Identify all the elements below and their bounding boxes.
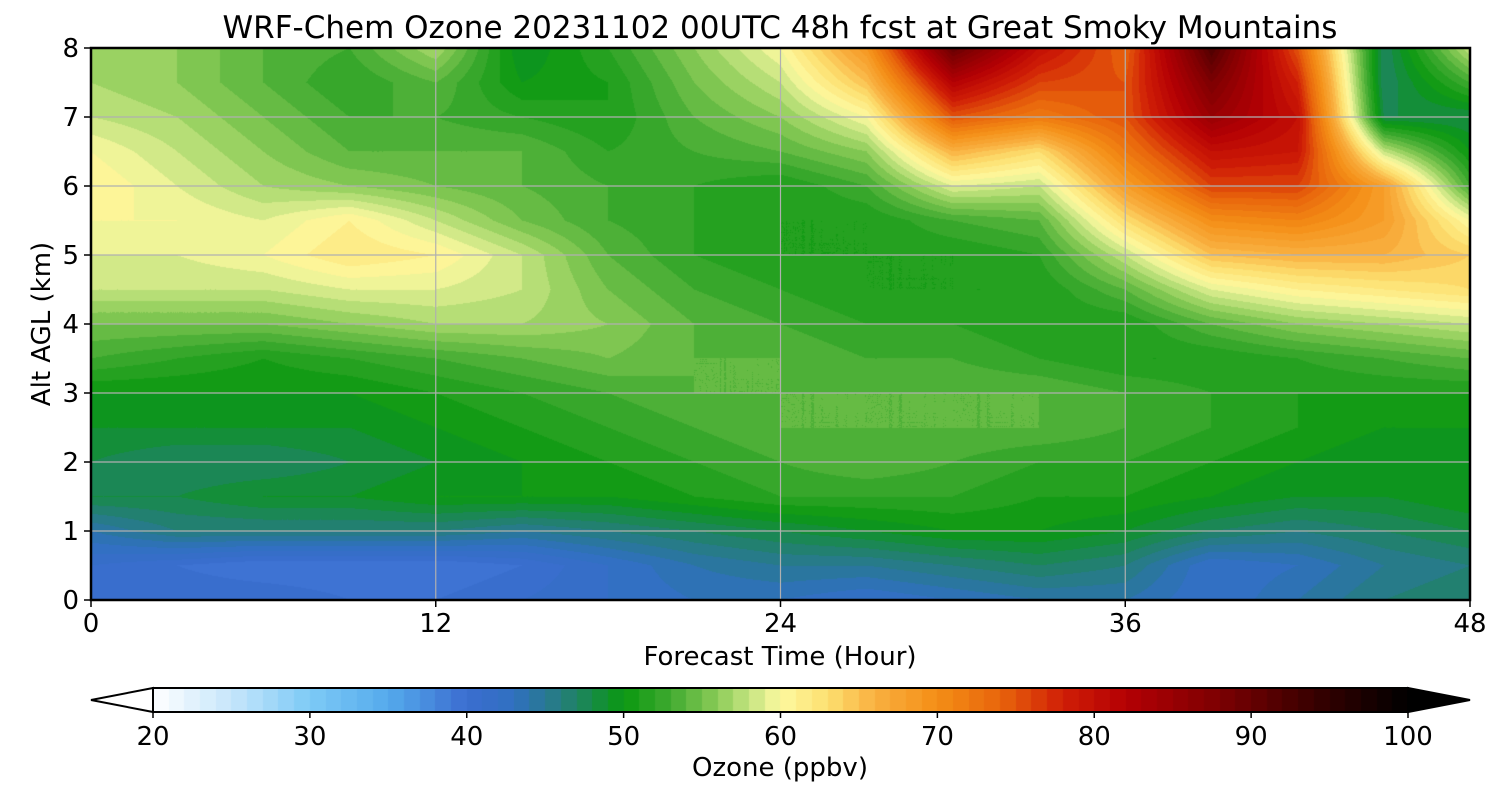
x-tick-label: 48 bbox=[1453, 609, 1486, 639]
x-tick-label: 24 bbox=[764, 609, 797, 639]
colorbar-tick-label: 50 bbox=[607, 722, 640, 752]
colorbar-min-extension bbox=[90, 686, 154, 714]
y-tick-label: 8 bbox=[62, 34, 79, 64]
y-axis: 0 1 2 3 4 5 6 7 8 bbox=[62, 34, 91, 616]
grid-lines bbox=[91, 48, 1470, 600]
colorbar-tick-label: 30 bbox=[293, 722, 326, 752]
colorbar-tick-label: 100 bbox=[1383, 722, 1433, 752]
y-tick-label: 4 bbox=[62, 310, 79, 340]
colorbar-tick-label: 70 bbox=[921, 722, 954, 752]
y-tick-label: 0 bbox=[62, 586, 79, 616]
colorbar-tick-label: 60 bbox=[764, 722, 797, 752]
y-axis-label: Alt AGL (km) bbox=[27, 242, 57, 406]
colorbar-tick-label: 40 bbox=[450, 722, 483, 752]
colorbar: 20 30 40 50 60 70 80 90 100 Ozone (ppbv) bbox=[90, 686, 1471, 783]
chart-title: WRF-Chem Ozone 20231102 00UTC 48h fcst a… bbox=[223, 10, 1338, 46]
x-tick-label: 0 bbox=[83, 609, 100, 639]
colorbar-tick-label: 20 bbox=[136, 722, 169, 752]
y-tick-label: 5 bbox=[62, 241, 79, 271]
x-axis-label: Forecast Time (Hour) bbox=[643, 642, 916, 672]
y-tick-label: 1 bbox=[62, 517, 79, 547]
x-tick-label: 36 bbox=[1109, 609, 1142, 639]
y-tick-label: 7 bbox=[62, 103, 79, 133]
y-tick-label: 2 bbox=[62, 448, 79, 478]
colorbar-ticks: 20 30 40 50 60 70 80 90 100 bbox=[136, 712, 1433, 752]
colorbar-tick-label: 90 bbox=[1235, 722, 1268, 752]
y-tick-label: 6 bbox=[62, 172, 79, 202]
colorbar-max-extension bbox=[1407, 686, 1471, 714]
x-tick-label: 12 bbox=[419, 609, 452, 639]
x-axis: 0 12 24 36 48 bbox=[83, 600, 1487, 639]
colorbar-tick-label: 80 bbox=[1078, 722, 1111, 752]
colorbar-gradient bbox=[153, 688, 1408, 712]
y-tick-label: 3 bbox=[62, 379, 79, 409]
colorbar-label: Ozone (ppbv) bbox=[692, 753, 868, 783]
